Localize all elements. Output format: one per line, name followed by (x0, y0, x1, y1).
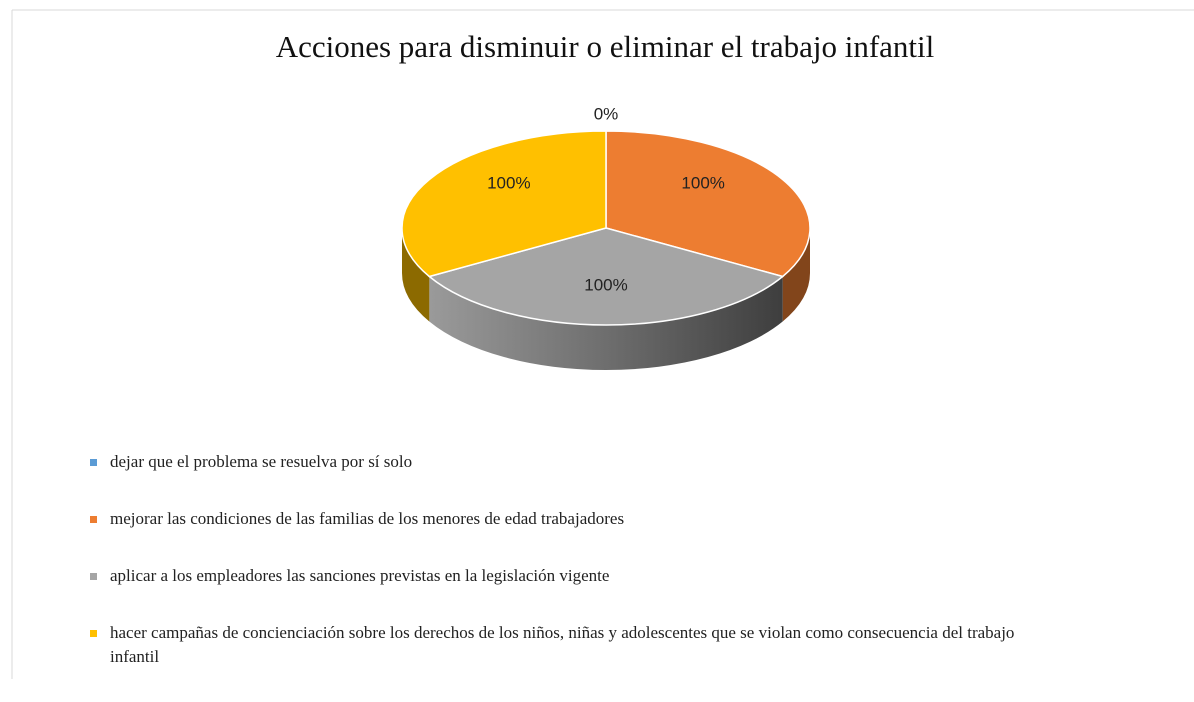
legend-label: hacer campañas de concienciación sobre l… (110, 623, 1015, 666)
pie-slice (401, 130, 607, 278)
legend-swatch (90, 516, 97, 523)
legend-label: aplicar a los empleadores las sanciones … (110, 566, 610, 585)
data-label: 100% (584, 275, 627, 294)
legend-item: dejar que el problema se resuelva por sí… (90, 450, 1050, 474)
legend-swatch (90, 459, 97, 466)
legend: dejar que el problema se resuelva por sí… (90, 450, 1050, 702)
chart-title: Acciones para disminuir o eliminar el tr… (276, 29, 935, 64)
pie-slice (605, 130, 811, 278)
legend-label: dejar que el problema se resuelva por sí… (110, 452, 413, 471)
data-label: 100% (681, 174, 724, 193)
page: Acciones para disminuir o eliminar el tr… (11, 9, 1194, 679)
legend-swatch (90, 573, 97, 580)
data-label: 100% (487, 174, 530, 193)
legend-label: mejorar las condiciones de las familias … (110, 509, 625, 528)
legend-swatch (90, 630, 97, 637)
data-label: 0% (594, 104, 619, 123)
legend-item: aplicar a los empleadores las sanciones … (90, 564, 1050, 588)
chart: Acciones para disminuir o eliminar el tr… (11, 9, 1194, 679)
pie-side (429, 276, 783, 370)
legend-item: hacer campañas de concienciación sobre l… (90, 621, 1050, 669)
legend-item: mejorar las condiciones de las familias … (90, 507, 1050, 531)
pie-side (402, 228, 430, 322)
pie-side (782, 228, 810, 322)
